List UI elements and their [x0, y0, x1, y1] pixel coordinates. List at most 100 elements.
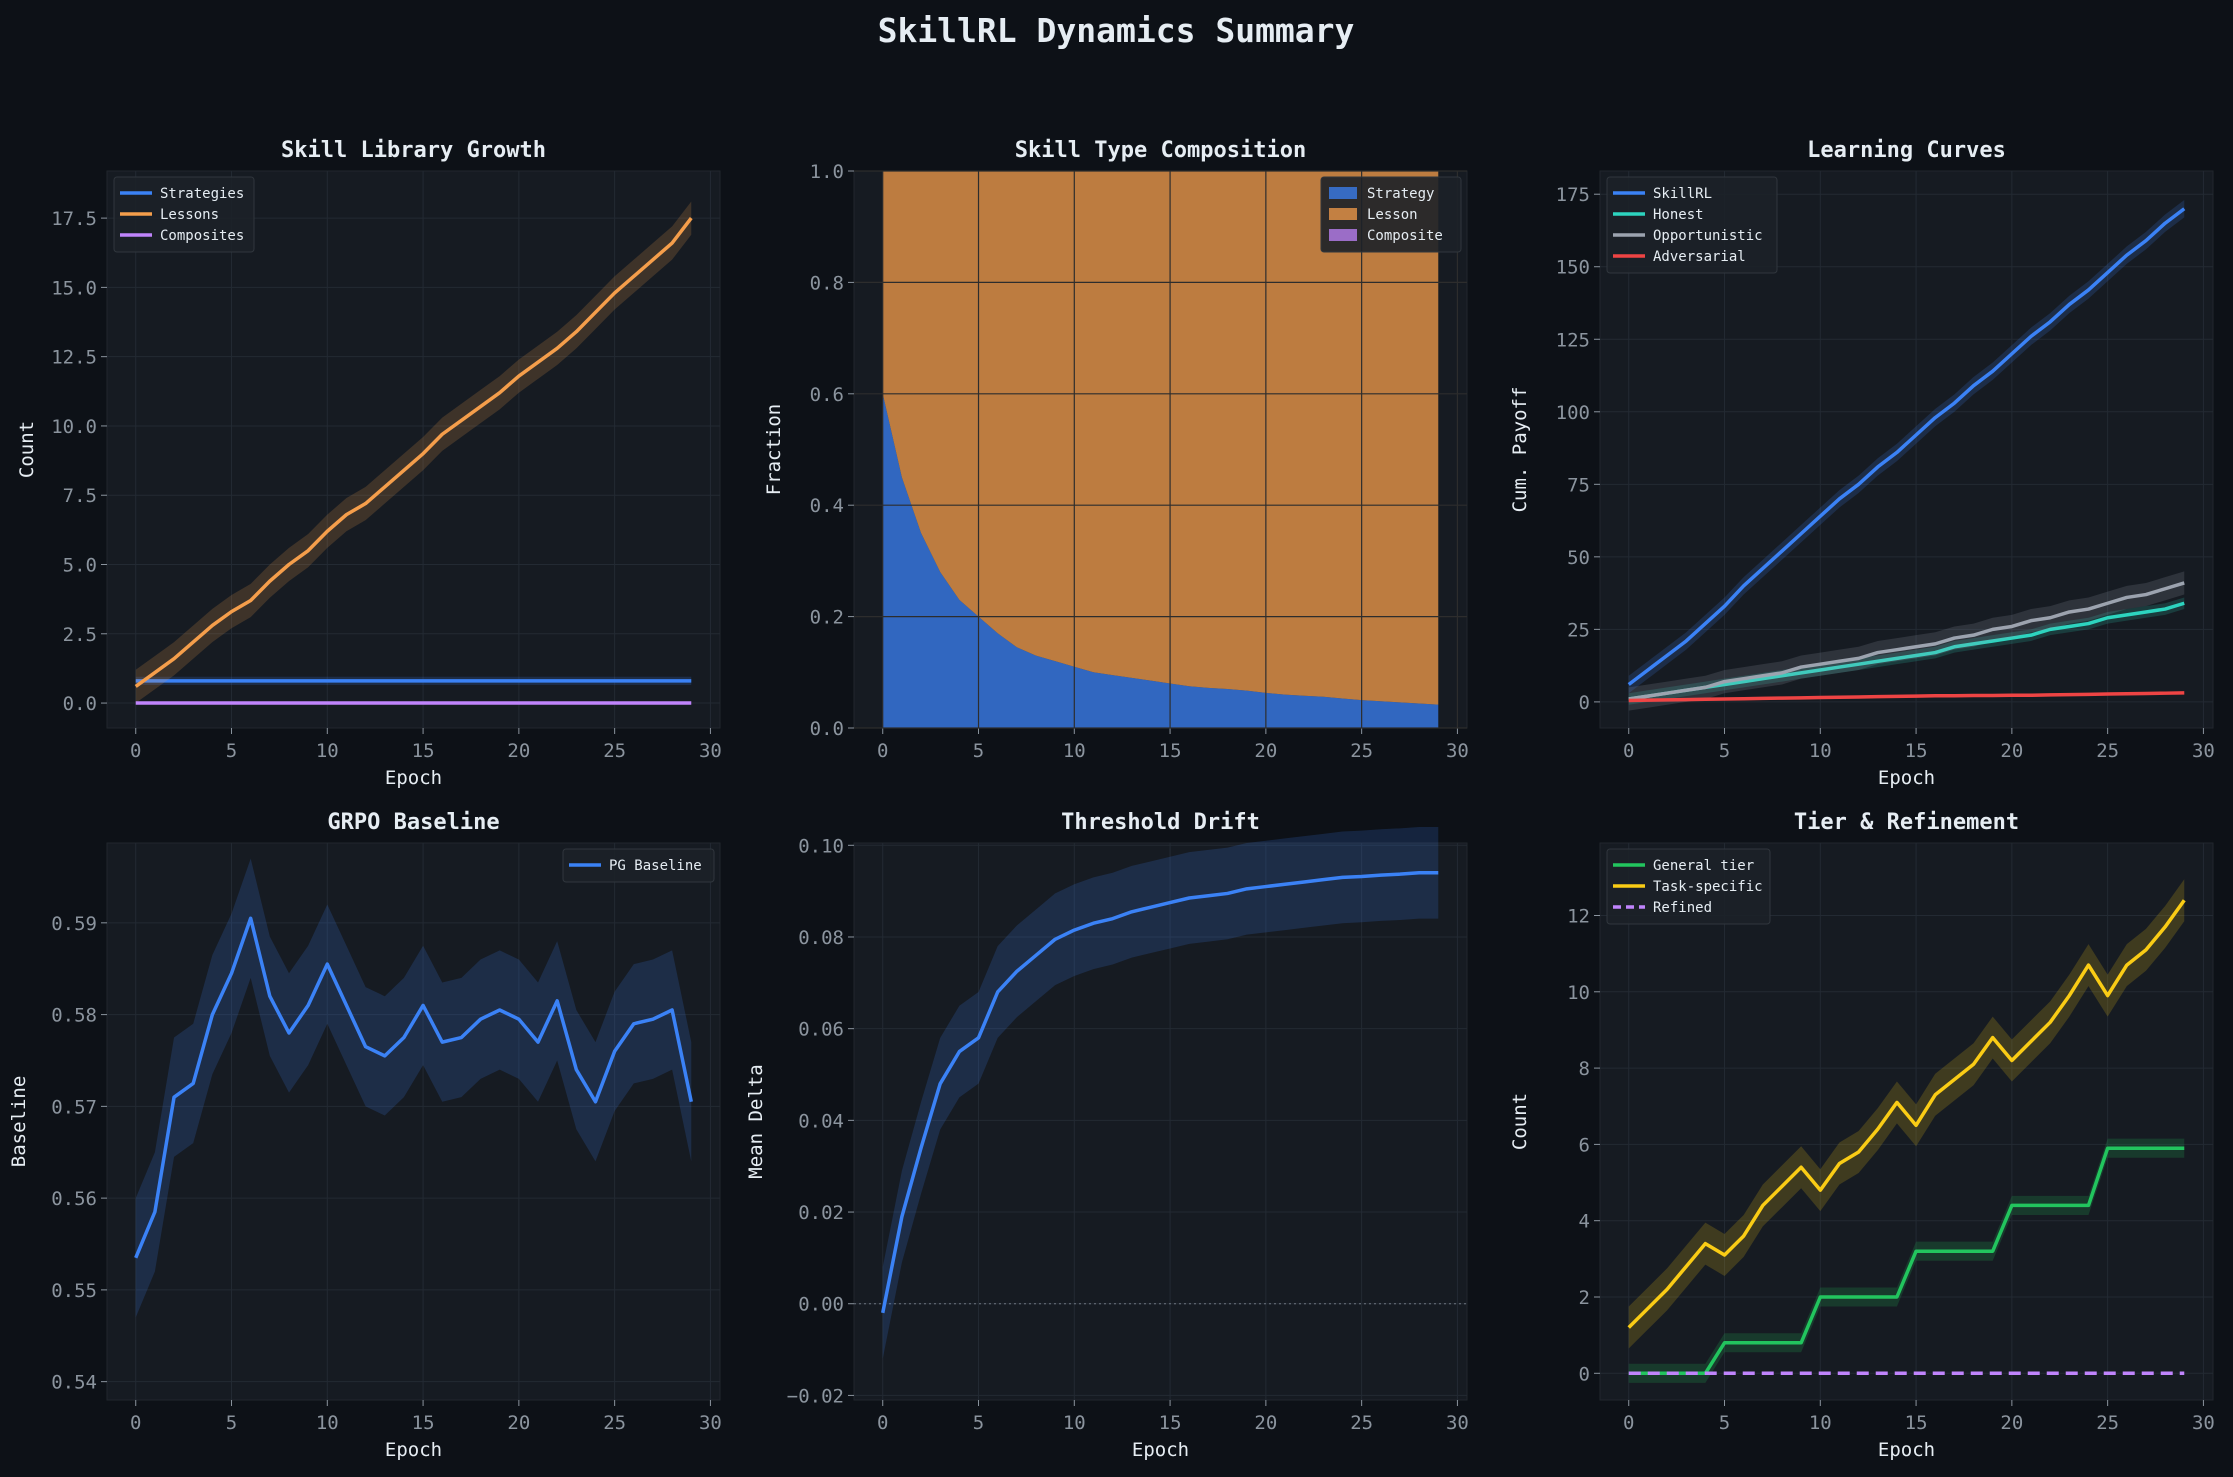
x-tick-label: 25: [2096, 740, 2119, 762]
y-tick-label: 0.56: [51, 1188, 97, 1210]
legend-box: [562, 848, 715, 883]
y-axis-label: Fraction: [763, 404, 785, 496]
y-axis-label: Cum. Payoff: [1509, 387, 1531, 513]
legend-swatch-strategy: [1329, 187, 1357, 199]
x-tick-label: 30: [1446, 1412, 1469, 1434]
y-tick-label: 0.02: [798, 1202, 844, 1224]
x-tick-label: 30: [2192, 740, 2215, 762]
y-tick-label: 2.5: [63, 624, 97, 646]
legend-box: [1606, 176, 1778, 274]
x-tick-label: 0: [877, 740, 888, 762]
x-tick-label: 5: [973, 1412, 984, 1434]
plot-area: [1599, 842, 2214, 1401]
y-tick-label: 2: [1579, 1287, 1590, 1309]
y-tick-label: 150: [1556, 257, 1590, 279]
x-tick-label: 30: [699, 740, 722, 762]
y-tick-label: 0.6: [810, 384, 844, 406]
band-mean-delta: [882, 826, 1439, 1359]
x-tick-label: 5: [1719, 1412, 1730, 1434]
x-tick-label: 30: [2192, 1412, 2215, 1434]
legend-label-opportunistic: Opportunistic: [1653, 228, 1763, 244]
y-tick-label: 17.5: [51, 208, 97, 230]
y-tick-label: 15.0: [51, 277, 97, 299]
legend-box: [1606, 848, 1771, 925]
legend-label-lessons: Lessons: [160, 207, 219, 223]
legend: Strategy Lesson Composite: [1320, 176, 1462, 253]
panel-threshold-drift: Threshold Drift 0 5 10 15 20 25 30 −0.02 0.00 0.02…: [745, 810, 1469, 1461]
x-tick-label: 25: [1350, 740, 1373, 762]
panel-title: Skill Type Composition: [1015, 138, 1306, 163]
y-tick-label: 10: [1567, 982, 1590, 1004]
x-tick-label: 0: [1623, 740, 1634, 762]
plot-area: [853, 842, 1468, 1401]
y-tick-label: 0.04: [798, 1110, 844, 1132]
x-tick-label: 5: [973, 740, 984, 762]
y-tick-label: 6: [1579, 1134, 1590, 1156]
band-pg-baseline: [135, 858, 692, 1318]
x-tick-label: 0: [130, 1412, 141, 1434]
x-tick-label: 15: [1905, 1412, 1928, 1434]
panel-tier-refinement: Tier & Refinement 0 5 10 15 20 25 30 0 2 4 6 8 10 12 Ep…: [1509, 810, 2215, 1461]
legend-label-skillrl: SkillRL: [1653, 186, 1712, 202]
y-tick-label: 0: [1579, 692, 1590, 714]
line-opportunistic: [1628, 581, 2185, 701]
area-strategy: [882, 393, 1439, 728]
y-tick-label: 0.4: [810, 495, 844, 517]
panel-title: Learning Curves: [1807, 138, 2006, 163]
x-tick-label: 10: [1809, 1412, 1832, 1434]
x-tick-label: 10: [1063, 740, 1086, 762]
line-mean-delta: [881, 871, 1439, 1314]
y-axis-label: Count: [1509, 1093, 1531, 1150]
line-task-specific: [1627, 899, 2186, 1329]
legend: SkillRL Honest Opportunistic Adversarial: [1606, 176, 1778, 274]
legend: General tier Task-specific Refined: [1606, 848, 1771, 925]
y-tick-label: 0.58: [51, 1005, 97, 1027]
x-tick-label: 20: [2000, 740, 2023, 762]
line-pg-baseline: [134, 916, 693, 1259]
x-axis-label: Epoch: [385, 767, 442, 789]
x-tick-label: 15: [1905, 740, 1928, 762]
y-tick-label: 7.5: [63, 485, 97, 507]
x-tick-label: 5: [1719, 740, 1730, 762]
x-tick-label: 25: [603, 1412, 626, 1434]
y-tick-label: 8: [1579, 1058, 1590, 1080]
line-skillrl: [1627, 207, 2186, 686]
y-axis-label: Baseline: [8, 1076, 30, 1168]
x-tick-label: 25: [1350, 1412, 1373, 1434]
x-tick-label: 30: [699, 1412, 722, 1434]
x-tick-label: 5: [226, 740, 237, 762]
y-tick-label: 0.59: [51, 913, 97, 935]
x-tick-label: 10: [1809, 740, 1832, 762]
area-lesson: [882, 171, 1439, 705]
band-general-tier: [1628, 1138, 2185, 1383]
legend-label-refined: Refined: [1653, 900, 1712, 916]
x-tick-label: 10: [316, 740, 339, 762]
panel-title: Threshold Drift: [1061, 810, 1260, 835]
y-tick-label: 0.57: [51, 1096, 97, 1118]
y-axis-label: Mean Delta: [745, 1064, 767, 1178]
y-tick-label: 12.5: [51, 347, 97, 369]
legend-label-task-specific: Task-specific: [1653, 879, 1763, 895]
legend: Strategies Lessons Composites: [113, 176, 255, 253]
legend-label-lesson: Lesson: [1367, 207, 1418, 223]
legend-swatch-lesson: [1329, 208, 1357, 220]
y-tick-label: 0.0: [810, 718, 844, 740]
legend: PG Baseline: [562, 848, 715, 883]
line-general-tier: [1628, 1146, 2185, 1376]
y-tick-label: 75: [1567, 474, 1590, 496]
x-tick-label: 20: [507, 1412, 530, 1434]
x-tick-label: 20: [507, 740, 530, 762]
y-tick-label: −0.02: [787, 1385, 844, 1407]
x-tick-label: 15: [1159, 1412, 1182, 1434]
y-tick-label: 0.54: [51, 1372, 97, 1394]
x-axis-label: Epoch: [1132, 1439, 1189, 1461]
legend-label-adversarial: Adversarial: [1653, 249, 1746, 265]
panel-grpo-baseline: GRPO Baseline 0 5 10 15 20 25 30 0.54 0.55 0.56 0.5…: [8, 810, 722, 1461]
x-axis-label: Epoch: [1878, 767, 1935, 789]
y-tick-label: 50: [1567, 547, 1590, 569]
x-tick-label: 20: [1254, 1412, 1277, 1434]
x-tick-label: 20: [2000, 1412, 2023, 1434]
legend-label-strategy: Strategy: [1367, 186, 1434, 202]
y-tick-label: 10.0: [51, 416, 97, 438]
